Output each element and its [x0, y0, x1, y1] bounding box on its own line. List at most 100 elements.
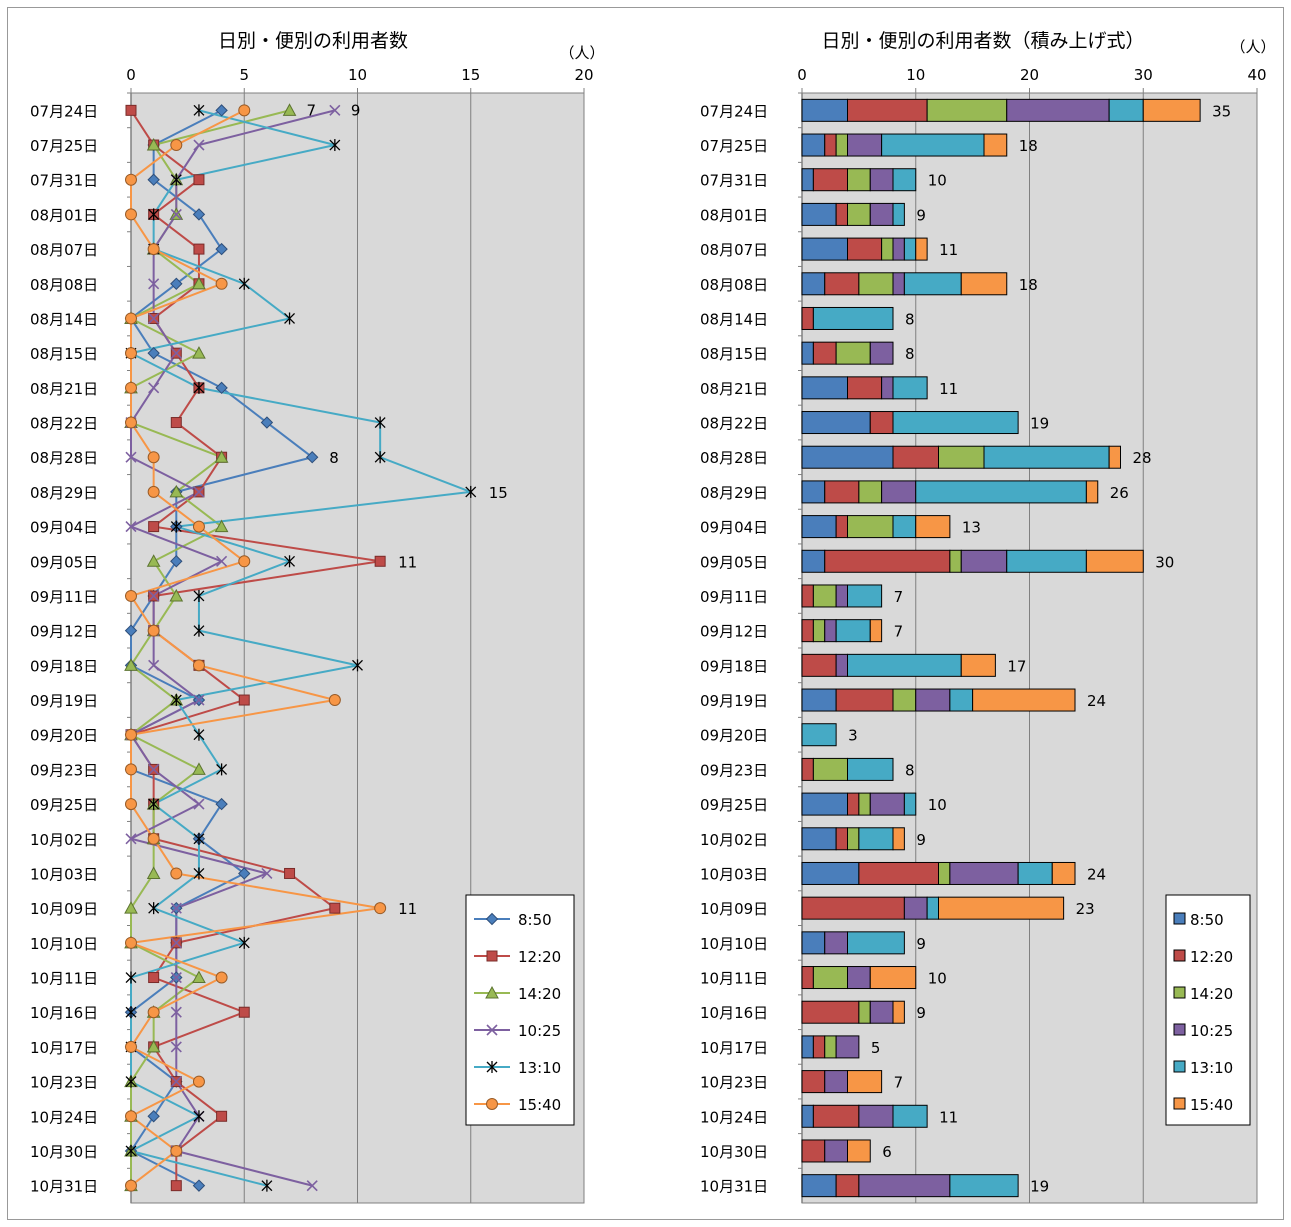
bar-segment-1220 [824, 272, 860, 296]
data-point-marker [284, 312, 296, 325]
data-point-marker [261, 1179, 273, 1192]
bar-segment-1310 [881, 133, 985, 157]
bar-category-label: 09月20日 [700, 727, 768, 745]
data-point-marker [215, 242, 228, 256]
bar-segment-850 [801, 411, 871, 435]
data-point-marker [329, 902, 341, 914]
bar-segment-1025 [824, 1139, 848, 1163]
bar-segment-1310 [903, 237, 917, 261]
marker-stroke [193, 486, 205, 498]
bar-category-label: 10月17日 [700, 1039, 768, 1057]
bar-segment-1025 [858, 1104, 894, 1128]
line-category-label: 08月22日 [30, 415, 98, 433]
legend-label: 12:20 [518, 948, 561, 966]
bar-segment-1220 [801, 757, 814, 781]
bar-segment-850 [801, 480, 826, 504]
data-point-marker [215, 797, 228, 811]
bar-segment-1310 [847, 653, 962, 677]
data-point-marker [148, 208, 160, 221]
bar-segment-1220 [812, 1035, 826, 1059]
bar-segment-850 [801, 341, 814, 365]
data-point-marker [125, 1144, 137, 1157]
bar-total-label: 30 [1155, 553, 1174, 571]
bar-segment-1220 [835, 515, 848, 539]
data-point-marker [374, 902, 387, 915]
bar-segment-850 [801, 202, 837, 226]
data-point-marker [146, 1039, 161, 1053]
legend-entry: 15:40 [1173, 1096, 1233, 1114]
bar-segment-850 [801, 133, 826, 157]
data-point-marker [216, 763, 228, 776]
bar-segment-1310 [835, 619, 871, 643]
line-x-tick-label: 0 [126, 66, 136, 84]
legend-label: 8:50 [518, 911, 552, 929]
bar-segment-1220 [869, 411, 894, 435]
data-point-marker [125, 1179, 137, 1192]
bar-segment-850 [801, 376, 848, 400]
data-point-marker [192, 276, 206, 290]
bar-total-label: 9 [916, 1004, 926, 1022]
legend-label: 10:25 [1190, 1022, 1233, 1040]
bar-segment-1420 [835, 341, 871, 365]
data-point-marker [148, 312, 160, 325]
bar-category-label: 08月15日 [700, 345, 768, 363]
bar-total-label: 5 [871, 1039, 881, 1057]
line-category-label: 08月01日 [30, 206, 98, 224]
bar-segment-1540 [847, 1070, 883, 1094]
legend-swatch [1173, 1060, 1186, 1073]
data-point-marker [170, 173, 182, 186]
line-data-label: 11 [398, 553, 417, 571]
data-point-marker [193, 624, 205, 637]
line-category-label: 10月17日 [30, 1039, 98, 1057]
bar-total-label: 18 [1019, 276, 1038, 294]
data-point-marker [193, 832, 205, 845]
data-point-marker [169, 588, 184, 602]
bar-segment-1420 [847, 515, 894, 539]
data-point-marker [352, 659, 363, 672]
bar-segment-1540 [1142, 98, 1201, 122]
bar-segment-1025 [824, 931, 848, 955]
bar-segment-1220 [801, 619, 814, 643]
bar-segment-1310 [983, 445, 1110, 469]
bar-segment-1220 [835, 202, 848, 226]
marker-stroke [193, 694, 205, 706]
bar-total-label: 13 [962, 519, 981, 537]
bar-segment-1025 [915, 688, 951, 712]
bar-category-label: 10月11日 [700, 970, 768, 988]
line-category-label: 07月25日 [30, 137, 98, 155]
bar-segment-1220 [812, 168, 848, 192]
bar-total-label: 24 [1087, 865, 1106, 883]
bar-category-label: 10月30日 [700, 1143, 768, 1161]
data-point-marker [261, 867, 273, 880]
bar-segment-1025 [1006, 98, 1110, 122]
bar-segment-1025 [960, 549, 1008, 573]
bar-segment-1220 [847, 237, 883, 261]
legend-entry: 8:50 [474, 911, 552, 929]
legend-entry: 12:20 [1173, 948, 1233, 966]
bar-total-label: 7 [894, 1074, 904, 1092]
line-chart-title: 日別・便別の利用者数 [218, 30, 408, 52]
legend-entry: 14:20 [474, 985, 561, 1003]
bar-total-label: 8 [905, 761, 915, 779]
data-point-marker [170, 971, 182, 984]
bar-segment-1540 [1085, 480, 1099, 504]
data-point-marker [148, 659, 160, 671]
bar-total-label: 11 [939, 1108, 958, 1126]
bar-total-label: 11 [939, 380, 958, 398]
bar-total-label: 26 [1110, 484, 1129, 502]
bar-category-label: 10月24日 [700, 1108, 768, 1126]
bar-category-label: 10月16日 [700, 1004, 768, 1022]
marker-stroke [216, 555, 228, 567]
data-point-marker [125, 936, 137, 949]
data-point-marker [374, 451, 386, 464]
bar-category-label: 09月12日 [700, 623, 768, 641]
line-data-label: 7 [307, 101, 317, 119]
marker-stroke [193, 798, 205, 810]
data-point-marker [193, 867, 205, 880]
bar-segment-1310 [847, 757, 894, 781]
bar-segment-1420 [835, 133, 848, 157]
marker-stroke [148, 659, 160, 671]
data-point-marker [125, 728, 137, 741]
bar-category-label: 08月01日 [700, 206, 768, 224]
